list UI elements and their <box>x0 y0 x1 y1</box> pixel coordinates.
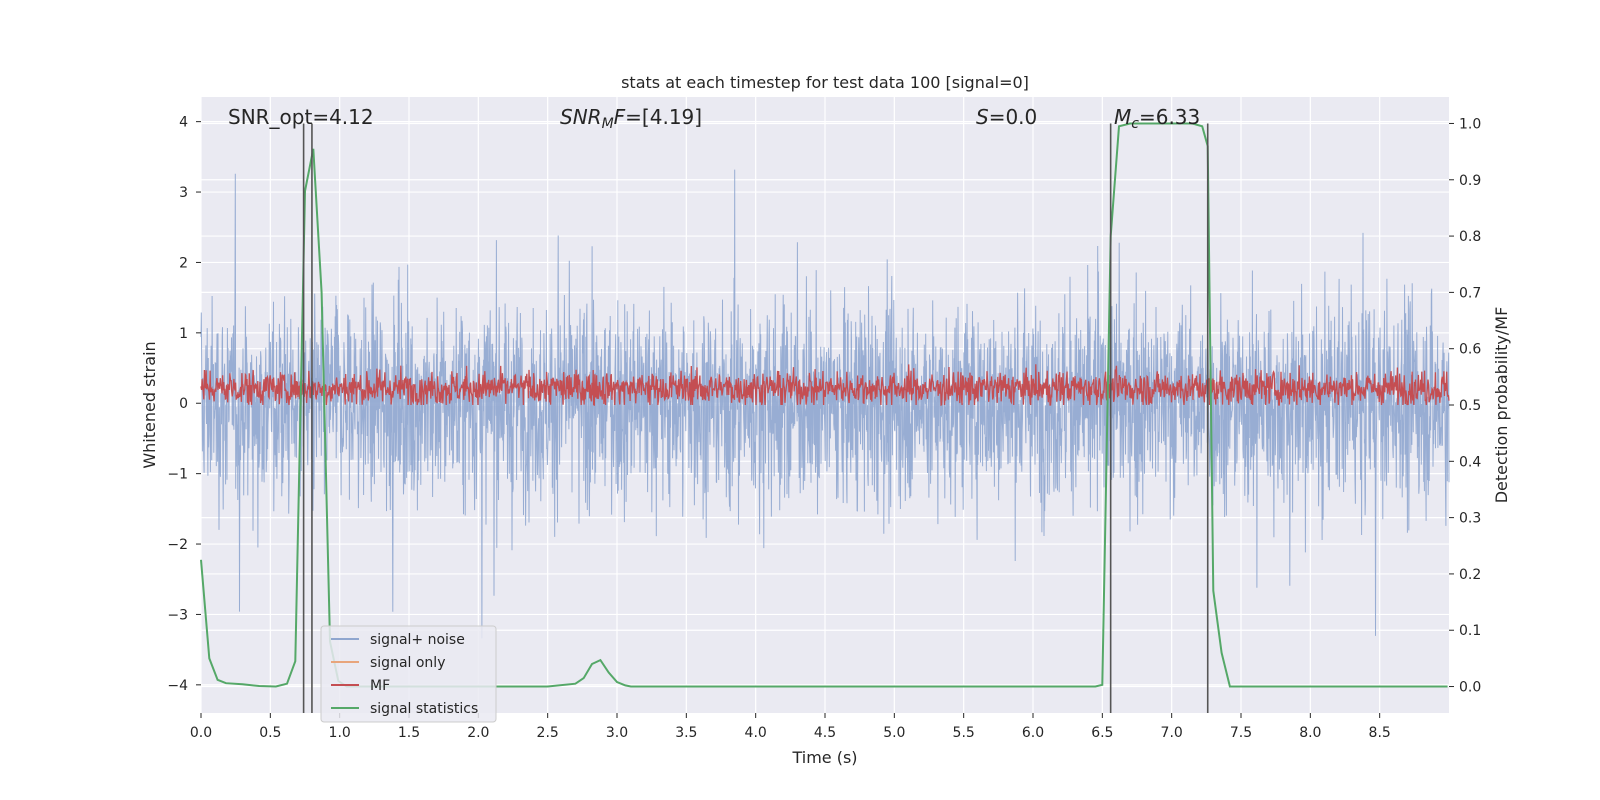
legend-label-signal-only: signal only <box>370 655 445 671</box>
legend-box <box>320 625 497 723</box>
series-layer <box>200 122 1450 688</box>
x-tick-label: 5.0 <box>883 725 905 741</box>
x-tick-label: 0.5 <box>259 725 281 741</box>
x-tick-label: 1.5 <box>398 725 420 741</box>
y-tick-label: 2 <box>179 255 188 271</box>
x-tick-label: 6.0 <box>1022 725 1044 741</box>
y2-tick-label: 0.8 <box>1459 229 1481 245</box>
legend-label-signal-noise: signal+ noise <box>370 632 465 648</box>
y2-tick-label: 0.2 <box>1459 567 1481 583</box>
y-tick-label: −4 <box>167 678 188 694</box>
x-axis-label: Time (s) <box>791 748 857 767</box>
legend-label-mf: MF <box>370 678 390 694</box>
annotation-snr-opt: SNR_opt=4.12 <box>228 105 374 129</box>
x-tick-label: 4.0 <box>745 725 767 741</box>
y2-tick-label: 0.1 <box>1459 623 1481 639</box>
x-tick-label: 0.0 <box>190 725 212 741</box>
y2-axis-label: Detection probability/MF <box>1492 307 1511 504</box>
y2-tick-label: 0.6 <box>1459 342 1481 358</box>
chart-title: stats at each timestep for test data 100… <box>621 73 1029 92</box>
x-tick-label: 5.5 <box>953 725 975 741</box>
annotations: SNR_opt=4.12 SNRMF=[4.19] S=0.0 Mc=6.33 <box>228 105 1200 132</box>
annotation-s: S=0.0 <box>976 105 1037 129</box>
series-mf <box>200 364 1450 407</box>
y-tick-label: 1 <box>179 326 188 342</box>
y2-tick-label: 1.0 <box>1459 116 1481 132</box>
x-tick-label: 4.5 <box>814 725 836 741</box>
x-tick-label: 2.5 <box>537 725 559 741</box>
x-tick-label: 3.0 <box>606 725 628 741</box>
series-signal-statistics <box>200 122 1448 688</box>
y2-tick-label: 0.9 <box>1459 173 1481 189</box>
x-tick-label: 7.5 <box>1230 725 1252 741</box>
x-tick-label: 1.0 <box>329 725 351 741</box>
x-tick-label: 6.5 <box>1091 725 1113 741</box>
y-axis-ticks: 4 3 2 1 0 −1 −2 −3 −4 <box>167 115 201 694</box>
x-tick-label: 8.0 <box>1299 725 1321 741</box>
y2-tick-label: 0.7 <box>1459 285 1481 301</box>
y-tick-label: −2 <box>167 537 188 553</box>
x-axis-ticks: 0.0 0.5 1.0 1.5 2.0 2.5 3.0 3.5 4.0 4.5 5.0 5.5 6.0 6… <box>190 713 1391 741</box>
y-tick-label: 4 <box>179 115 188 131</box>
y2-tick-label: 0.4 <box>1459 454 1481 470</box>
y2-tick-label: 0.3 <box>1459 511 1481 527</box>
y-tick-label: −3 <box>167 607 188 623</box>
annotation-mc: Mc=6.33 <box>1114 105 1200 132</box>
annotation-snr-mf: SNRMF=[4.19] <box>560 105 702 132</box>
x-tick-label: 8.5 <box>1369 725 1391 741</box>
y2-tick-label: 0.5 <box>1459 398 1481 414</box>
y-tick-label: −1 <box>167 467 188 483</box>
y-tick-label: 0 <box>179 396 188 412</box>
y-tick-label: 3 <box>179 185 188 201</box>
legend: signal+ noise signal only MF signal stat… <box>320 625 497 723</box>
x-tick-label: 3.5 <box>675 725 697 741</box>
y-axis-label: Whitened strain <box>140 341 159 468</box>
vertical-markers <box>302 123 1209 713</box>
x-tick-label: 7.0 <box>1161 725 1183 741</box>
x-tick-label: 2.0 <box>467 725 489 741</box>
y2-axis-ticks: 1.0 0.9 0.8 0.7 0.6 0.5 0.4 0.3 0.2 0.1 0.0 <box>1449 116 1481 696</box>
legend-label-signal-statistics: signal statistics <box>370 701 478 717</box>
y2-tick-label: 0.0 <box>1459 680 1481 696</box>
